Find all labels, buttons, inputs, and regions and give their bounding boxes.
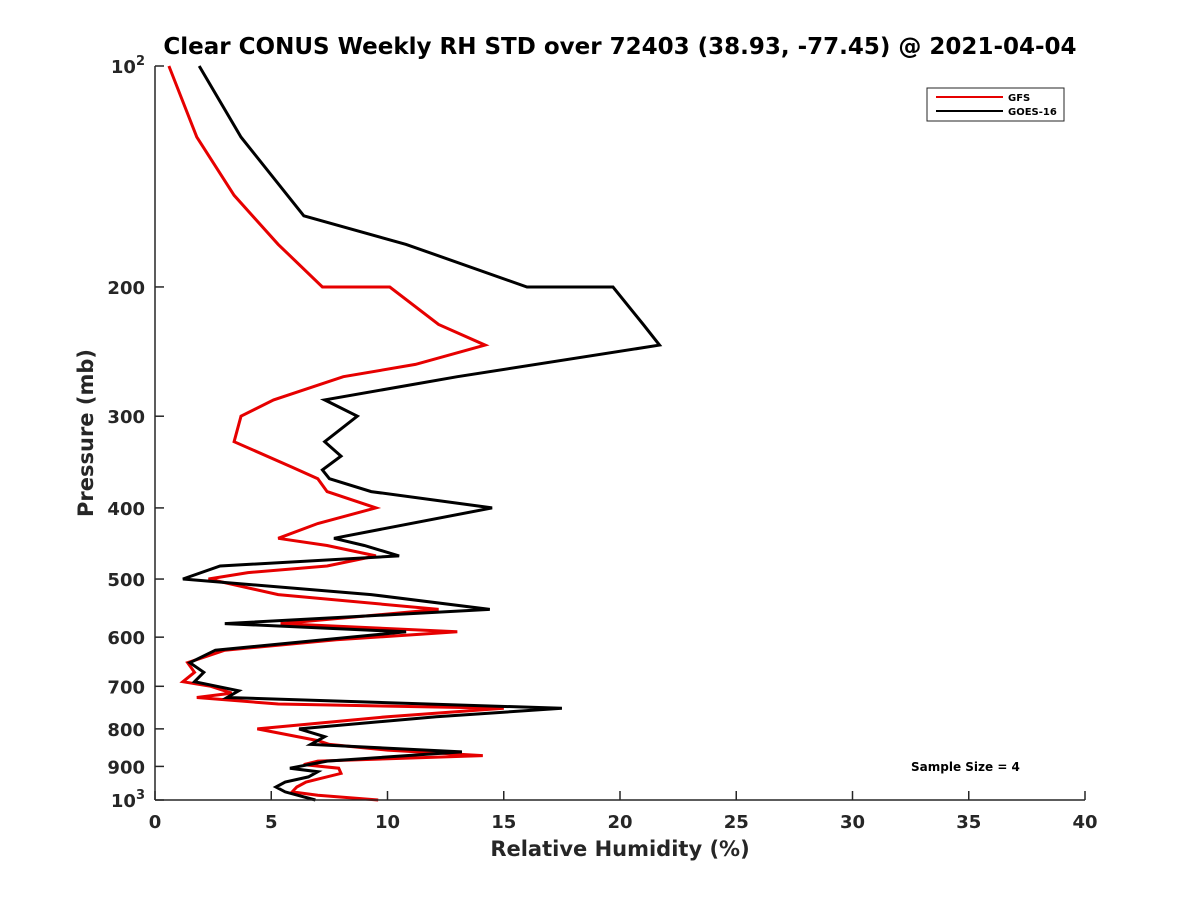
x-tick-label: 20: [607, 812, 632, 833]
y-tick-label: 200: [107, 278, 145, 299]
legend: GFS GOES-16: [926, 87, 1065, 122]
legend-box: [926, 87, 1065, 122]
chart-title: Clear CONUS Weekly RH STD over 72403 (38…: [163, 34, 1076, 60]
y-tick-label: 700: [107, 677, 145, 698]
series-layer: [167, 65, 663, 802]
y-tick-label: 500: [107, 570, 145, 591]
x-axis-ticks: 0 5 10 15 20 25 30 35 40: [149, 791, 1098, 833]
x-tick-label: 40: [1072, 812, 1097, 833]
plot-area: [155, 66, 1085, 800]
legend-label-goes16: GOES-16: [1008, 107, 1057, 118]
x-tick-label: 5: [265, 812, 278, 833]
sample-size-annotation: Sample Size = 4: [911, 760, 1020, 774]
x-tick-label: 15: [491, 812, 516, 833]
x-tick-label: 10: [375, 812, 400, 833]
y-axis-ticks: 102 200 300 400 500 600 700 800 900 103: [107, 54, 164, 812]
y-tick-label: 400: [107, 499, 145, 520]
y-tick-label: 600: [107, 628, 145, 649]
y-tick-label: 800: [107, 720, 145, 741]
y-tick-label: 300: [107, 407, 145, 428]
x-tick-label: 30: [840, 812, 865, 833]
series-line-goes16: [182, 65, 663, 802]
x-tick-label: 25: [724, 812, 749, 833]
x-tick-label: 35: [956, 812, 981, 833]
series-line-gfs: [167, 65, 504, 802]
legend-label-gfs: GFS: [1008, 93, 1030, 104]
y-tick-label: 102: [111, 54, 145, 78]
x-tick-label: 0: [149, 812, 162, 833]
y-axis-label: Pressure (mb): [74, 349, 98, 517]
y-tick-label: 900: [107, 757, 145, 778]
y-tick-label: 103: [111, 788, 145, 812]
x-axis-label: Relative Humidity (%): [490, 837, 749, 861]
